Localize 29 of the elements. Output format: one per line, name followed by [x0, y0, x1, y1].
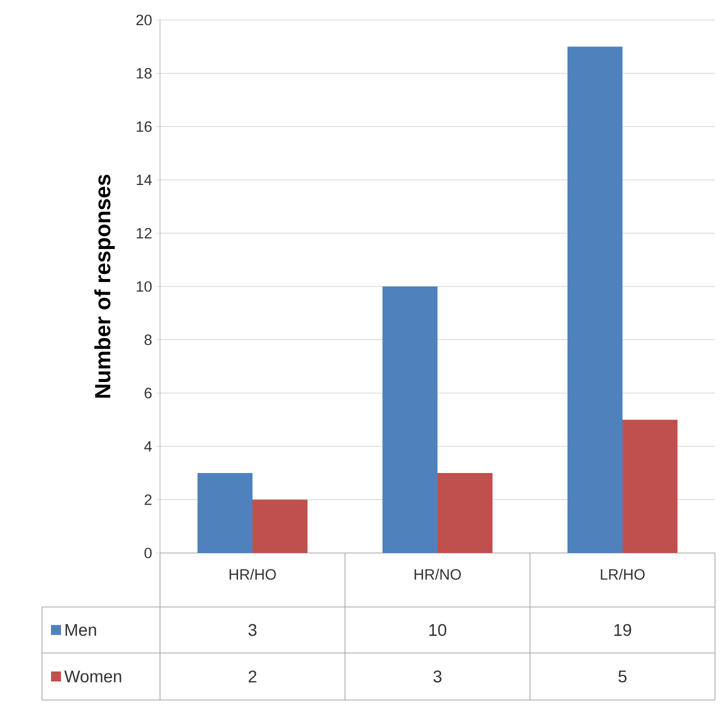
bar — [438, 473, 493, 553]
data-label: 2 — [248, 670, 256, 682]
y-tick-label: 20 — [136, 14, 152, 26]
y-tick-label: 4 — [144, 441, 152, 452]
bar — [568, 46, 623, 553]
bar — [382, 286, 438, 553]
bar — [252, 500, 308, 553]
x-tick-label: HR/HO — [230, 568, 276, 580]
y-tick-label: 16 — [136, 121, 152, 132]
y-tick-label: 10 — [136, 281, 152, 292]
y-tick-label: 2 — [144, 494, 152, 505]
data-label: 5 — [618, 670, 626, 682]
data-label: 3 — [248, 624, 256, 636]
y-tick-label: 0 — [144, 548, 152, 558]
x-tick-label: HR/NO — [414, 568, 461, 580]
data-label: 3 — [433, 670, 442, 682]
y-axis-title: Number of responses — [94, 174, 115, 398]
x-tick-label: LR/HO — [600, 568, 645, 580]
legend-label: Women — [64, 670, 122, 682]
legend-label: Men — [66, 624, 96, 636]
bar — [622, 420, 678, 553]
bar — [198, 473, 253, 553]
y-tick-label: 8 — [144, 334, 152, 346]
y-tick-label: 18 — [136, 68, 152, 79]
y-tick-label: 12 — [136, 228, 152, 238]
y-tick-label: 14 — [136, 174, 152, 186]
data-label: 19 — [614, 624, 632, 636]
data-label: 10 — [429, 624, 446, 636]
y-tick-label: 6 — [144, 388, 152, 398]
